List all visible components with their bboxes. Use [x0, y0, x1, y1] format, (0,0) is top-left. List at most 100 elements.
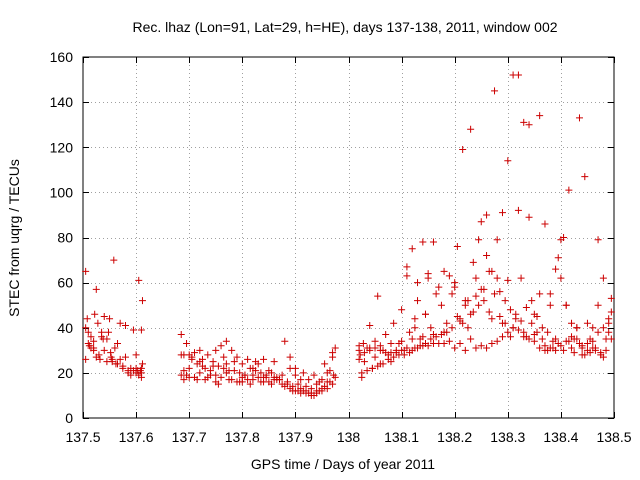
data-point: [594, 301, 602, 309]
data-point: [429, 331, 437, 339]
data-point: [448, 324, 456, 332]
data-point: [607, 308, 615, 316]
y-tick-label: 140: [50, 94, 74, 110]
data-point: [583, 319, 591, 327]
data-point: [469, 258, 477, 266]
data-point: [568, 319, 576, 327]
data-point: [546, 344, 554, 352]
data-point: [228, 346, 236, 354]
data-point: [321, 360, 329, 368]
data-point: [533, 312, 541, 320]
data-point: [403, 263, 411, 271]
data-point: [110, 256, 118, 264]
data-point: [485, 308, 493, 316]
data-point: [116, 319, 124, 327]
data-point: [451, 279, 459, 287]
data-point: [363, 367, 371, 375]
data-point: [605, 315, 613, 323]
data-point: [127, 371, 135, 379]
data-point: [222, 369, 230, 377]
data-point: [483, 344, 491, 352]
data-point: [419, 333, 427, 341]
data-point: [82, 355, 90, 363]
data-point: [599, 324, 607, 332]
data-point: [493, 236, 501, 244]
data-point: [560, 234, 568, 241]
data-point: [209, 362, 217, 370]
data-point: [517, 317, 525, 325]
data-point: [472, 274, 480, 282]
data-point: [222, 360, 230, 368]
data-point: [597, 349, 605, 357]
data-point: [355, 355, 363, 363]
data-point: [403, 272, 411, 280]
x-axis-label: GPS time / Days of year 2011: [251, 456, 435, 472]
data-point: [92, 353, 100, 361]
x-tick-label: 137.8: [225, 429, 260, 445]
data-point: [509, 324, 517, 332]
points-layer: [82, 71, 615, 399]
data-point: [530, 331, 538, 339]
data-point: [538, 324, 546, 332]
data-point: [286, 364, 294, 372]
data-point: [387, 349, 395, 357]
data-point: [103, 335, 111, 343]
data-point: [554, 340, 562, 348]
data-point: [212, 346, 220, 354]
data-point: [488, 267, 496, 275]
data-point: [528, 319, 536, 327]
data-point: [514, 326, 522, 334]
data-point: [138, 297, 146, 305]
data-point: [546, 290, 554, 298]
data-point: [440, 340, 448, 348]
data-point: [461, 346, 469, 354]
x-tick-label: 138.1: [384, 429, 419, 445]
data-point: [498, 209, 506, 217]
data-point: [411, 315, 419, 323]
data-point: [297, 376, 305, 384]
data-point: [443, 319, 451, 327]
y-tick-label: 80: [57, 230, 73, 246]
data-point: [360, 349, 368, 357]
data-point: [183, 371, 191, 379]
data-point: [602, 346, 610, 354]
data-point: [249, 371, 257, 379]
data-point: [520, 118, 528, 126]
data-point: [299, 387, 307, 395]
y-tick-label: 100: [50, 184, 74, 200]
data-point: [467, 310, 475, 318]
data-point: [483, 252, 491, 260]
data-point: [305, 376, 313, 384]
data-point: [104, 328, 112, 336]
y-tick-label: 0: [65, 410, 73, 426]
data-point: [525, 335, 533, 343]
data-point: [451, 344, 459, 352]
data-point: [461, 297, 469, 305]
data-point: [522, 303, 530, 311]
data-point: [573, 335, 581, 343]
data-point: [374, 292, 382, 300]
data-point: [244, 355, 252, 363]
data-point: [84, 328, 92, 336]
data-point: [493, 337, 501, 345]
data-point: [132, 364, 140, 372]
data-point: [360, 358, 368, 366]
data-point: [214, 380, 222, 388]
data-point: [421, 310, 429, 318]
data-point: [607, 335, 615, 343]
data-point: [496, 288, 504, 296]
data-point: [432, 290, 440, 298]
data-point: [544, 328, 552, 336]
data-point: [376, 342, 384, 350]
data-point: [594, 328, 602, 336]
data-point: [416, 342, 424, 350]
x-tick-label: 138: [337, 429, 361, 445]
data-point: [496, 312, 504, 320]
data-point: [225, 376, 233, 384]
data-point: [138, 360, 146, 368]
data-point: [326, 378, 334, 386]
data-point: [114, 360, 122, 368]
data-point: [472, 344, 480, 352]
data-point: [107, 353, 115, 361]
data-point: [185, 364, 193, 372]
